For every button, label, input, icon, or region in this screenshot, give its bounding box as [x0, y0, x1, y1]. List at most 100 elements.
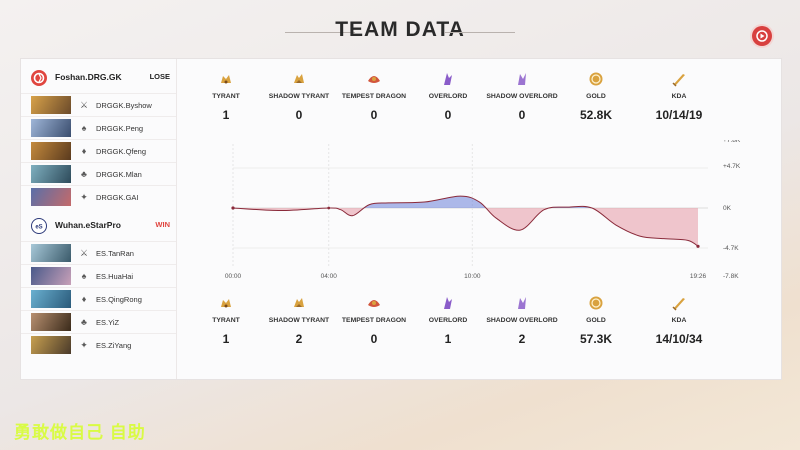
- title-divider-left: [285, 32, 355, 33]
- stat-label: TYRANT: [212, 317, 240, 324]
- stat-kda: KDA 14/10/34: [634, 295, 724, 346]
- broadcast-logo-icon[interactable]: [752, 26, 772, 46]
- player-name: DRGGK.Peng: [96, 124, 144, 133]
- stat-label: TYRANT: [212, 93, 240, 100]
- shadow-tyrant-icon: [291, 295, 307, 311]
- player-name: ES.QingRong: [96, 295, 142, 304]
- end-point: [696, 244, 700, 248]
- player-row[interactable]: ♣ ES.YiZ: [21, 310, 176, 333]
- player-row[interactable]: ⚔ DRGGK.Byshow: [21, 93, 176, 116]
- stat-value: 1: [222, 108, 230, 122]
- gold-icon: [588, 71, 604, 87]
- hero-portrait: [31, 313, 71, 331]
- gold-icon: [588, 295, 604, 311]
- team-header-1: Foshan.DRG.GK LOSE: [21, 64, 176, 90]
- player-row[interactable]: ♦ ES.QingRong: [21, 287, 176, 310]
- player-name: DRGGK.Qfeng: [96, 147, 147, 156]
- farm-role-icon: ♣: [81, 169, 87, 179]
- player-row[interactable]: ♠ DRGGK.Peng: [21, 116, 176, 139]
- gold-lead-area-positive: [233, 196, 698, 208]
- stat-tyrant: TYRANT 1: [181, 71, 271, 122]
- tempest-dragon-icon: [366, 71, 382, 87]
- farm-role-icon: ♣: [81, 317, 87, 327]
- player-row[interactable]: ✦ DRGGK.GAI: [21, 185, 176, 208]
- stat-tempest-dragon: TEMPEST DRAGON 0: [329, 295, 419, 346]
- stat-value: 1: [222, 332, 230, 346]
- stat-value: 52.8K: [579, 108, 613, 122]
- x-tick-label: 00:00: [225, 273, 242, 280]
- team-header-2: eS Wuhan.eStarPro WIN: [21, 212, 176, 238]
- svg-text:eS: eS: [35, 225, 42, 231]
- player-row[interactable]: ✦ ES.ZiYang: [21, 333, 176, 356]
- y-tick-label: -7.8K: [723, 273, 739, 280]
- stat-shadow-tyrant: SHADOW TYRANT 0: [254, 71, 344, 122]
- stat-overlord: OVERLORD 1: [403, 295, 493, 346]
- hero-portrait: [31, 165, 71, 183]
- tyrant-icon: [218, 295, 234, 311]
- mid-role-icon: ♠: [81, 271, 87, 281]
- team-logo-drg-icon: [31, 70, 47, 86]
- stat-shadow-tyrant: SHADOW TYRANT 2: [254, 295, 344, 346]
- stat-label: TEMPEST DRAGON: [341, 93, 407, 100]
- stat-gold: GOLD 57.3K: [551, 295, 641, 346]
- team-result: LOSE: [149, 72, 170, 81]
- hero-portrait: [31, 336, 71, 354]
- stat-label: KDA: [671, 93, 687, 100]
- stat-value: 14/10/34: [655, 332, 703, 346]
- stat-value: 10/14/19: [655, 108, 703, 122]
- watermark-text: 勇敢做自己 自助: [14, 423, 146, 442]
- stat-label: SHADOW OVERLORD: [486, 93, 558, 100]
- jungle-role-icon: ⚔: [79, 100, 89, 110]
- hero-portrait: [31, 96, 71, 114]
- gold-lead-line: [232, 195, 699, 247]
- x-tick-label: 10:00: [464, 273, 481, 280]
- header: TEAM DATA: [0, 8, 800, 44]
- player-name: DRGGK.GAI: [96, 193, 139, 202]
- y-tick-label: 0K: [723, 205, 732, 212]
- data-point: [327, 206, 331, 210]
- hero-portrait: [31, 142, 71, 160]
- x-tick-label: 19:26: [690, 273, 707, 280]
- stat-label: SHADOW OVERLORD: [486, 317, 558, 324]
- shadow-overlord-icon: [514, 295, 530, 311]
- stat-shadow-overlord: SHADOW OVERLORD 2: [477, 295, 567, 346]
- stat-value: 0: [518, 108, 526, 122]
- clash-role-icon: ♦: [81, 146, 87, 156]
- stat-kda: KDA 10/14/19: [634, 71, 724, 122]
- overlord-icon: [440, 295, 456, 311]
- start-point: [231, 206, 235, 210]
- stat-overlord: OVERLORD 0: [403, 71, 493, 122]
- hero-portrait: [31, 290, 71, 308]
- tyrant-icon: [218, 71, 234, 87]
- stat-label: TEMPEST DRAGON: [341, 317, 407, 324]
- stat-value: 2: [518, 332, 526, 346]
- clash-role-icon: ♦: [81, 294, 87, 304]
- gold-lead-area-negative: [233, 208, 698, 247]
- player-row[interactable]: ♠ ES.HuaHai: [21, 264, 176, 287]
- player-row[interactable]: ♦ DRGGK.Qfeng: [21, 139, 176, 162]
- player-name: ES.YiZ: [96, 318, 120, 327]
- stat-value: 0: [370, 332, 378, 346]
- stat-tempest-dragon: TEMPEST DRAGON 0: [329, 71, 419, 122]
- player-name: ES.TanRan: [96, 249, 134, 258]
- player-row[interactable]: ⚔ ES.TanRan: [21, 241, 176, 264]
- team-name: Wuhan.eStarPro: [55, 220, 121, 230]
- x-tick-label: 04:00: [321, 273, 338, 280]
- team-1-objective-stats: TYRANT 1 SHADOW TYRANT 0 TEMPEST DRAGON 0 OVER…: [191, 71, 761, 131]
- roam-role-icon: ✦: [80, 340, 88, 350]
- player-name: DRGGK.Byshow: [96, 101, 152, 110]
- player-name: ES.ZiYang: [96, 341, 132, 350]
- hero-portrait: [31, 188, 71, 206]
- y-tick-label: -4.7K: [723, 245, 739, 252]
- stat-gold: GOLD 52.8K: [551, 71, 641, 122]
- kda-sword-icon: [671, 295, 687, 311]
- team-result: WIN: [155, 220, 170, 229]
- stat-value: 1: [444, 332, 452, 346]
- stat-shadow-overlord: SHADOW OVERLORD 0: [477, 71, 567, 122]
- roam-role-icon: ✦: [80, 192, 88, 202]
- team-logo-estar-icon: eS: [31, 218, 47, 234]
- overlord-icon: [440, 71, 456, 87]
- player-row[interactable]: ♣ DRGGK.Mlan: [21, 162, 176, 185]
- kda-sword-icon: [671, 71, 687, 87]
- stat-label: OVERLORD: [428, 317, 468, 324]
